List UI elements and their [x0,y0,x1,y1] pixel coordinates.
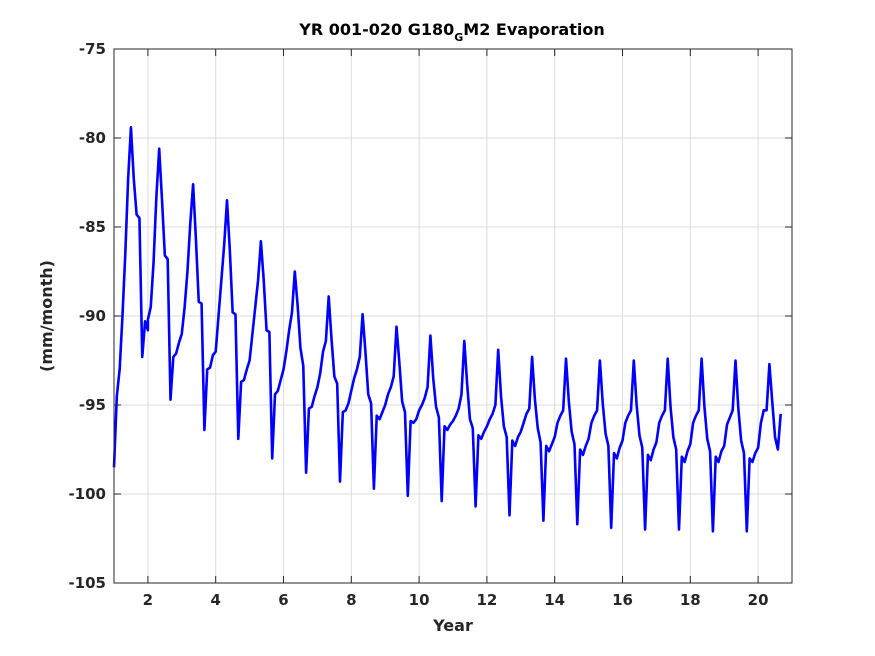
series-group [112,126,782,533]
x-tick-label: 16 [612,591,633,609]
x-tick-label: 10 [409,591,430,609]
y-tick-label: -75 [79,40,106,58]
x-axis-label: Year [432,616,473,635]
x-tick-label: 6 [278,591,288,609]
chart-title: YR 001-020 G180GM2 Evaporation [298,20,604,44]
x-tick-label: 20 [748,591,769,609]
y-tick-label: -80 [79,129,106,147]
x-tick-label: 4 [210,591,220,609]
y-tick-label: -95 [79,396,106,414]
x-tick-label: 14 [544,591,565,609]
x-tick-label: 18 [680,591,701,609]
y-tick-label: -90 [79,307,106,325]
x-tick-label: 12 [476,591,497,609]
y-tick-label: -100 [68,485,106,503]
chart-title-rest: M2 Evaporation [463,20,604,39]
chart-title-main: YR 001-020 G180 [298,20,454,39]
ticks [114,48,792,584]
chart-title-subscript: G [454,31,463,44]
y-tick-label: -105 [68,574,106,592]
x-tick-label: 8 [346,591,356,609]
series-line [112,126,782,533]
tick-labels: 2 4 6 8 10 12 14 16 18 20 -105 -100 -95 -90 -85 -80 -75 [68,40,768,609]
x-tick-label: 2 [143,591,153,609]
y-axis-label: (mm/month) [37,260,56,372]
y-tick-label: -85 [79,218,106,236]
grid [114,48,792,584]
